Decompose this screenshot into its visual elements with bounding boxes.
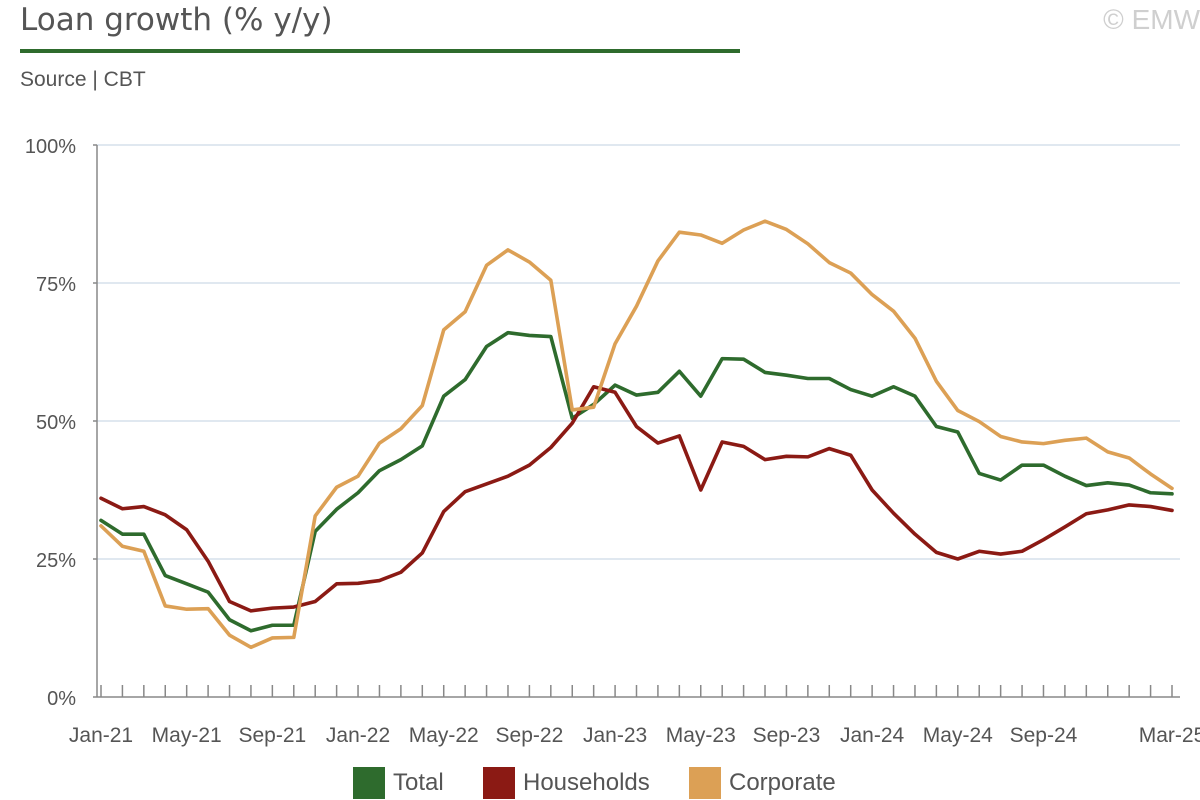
- title-underline: [20, 49, 740, 53]
- x-tick-label: Mar-25: [1139, 724, 1200, 747]
- x-tick-label: Sep-21: [239, 724, 307, 747]
- x-tick-label: Jan-23: [583, 724, 647, 747]
- y-tick-label: 75%: [36, 274, 76, 296]
- legend-swatch-households: [483, 767, 515, 799]
- x-tick-label: Jan-22: [326, 724, 390, 747]
- chart-source: Source | CBT: [20, 68, 146, 91]
- x-tick-label: May-24: [923, 724, 993, 747]
- x-tick-label: Sep-23: [753, 724, 821, 747]
- series-line-corporate: [99, 219, 1174, 650]
- chart-title: Loan growth (% y/y): [20, 2, 333, 38]
- y-tick-label: 100%: [25, 136, 76, 158]
- legend-label-corporate: Corporate: [729, 769, 836, 796]
- x-tick-label: May-22: [409, 724, 479, 747]
- y-tick-label: 25%: [36, 550, 76, 572]
- series-line-total: [99, 330, 1174, 633]
- legend-swatch-total: [353, 767, 385, 799]
- series-line-households: [99, 384, 1174, 613]
- copyright-watermark: © EMW: [1103, 4, 1200, 35]
- legend-item-total: Total: [353, 766, 444, 800]
- y-tick-label: 50%: [36, 412, 76, 434]
- y-tick-label: 0%: [47, 688, 76, 710]
- line-chart: 0% 25% 50% 75% 100% Jan-21 May-21 Sep-21 Jan-22 M…: [25, 136, 1200, 747]
- legend-label-total: Total: [393, 769, 444, 796]
- legend-label-households: Households: [523, 769, 650, 796]
- chart-legend: Total Households Corporate: [0, 764, 1200, 800]
- legend-swatch-corporate: [689, 767, 721, 799]
- legend-item-corporate: Corporate: [689, 766, 836, 800]
- x-tick-label: Jan-21: [69, 724, 133, 747]
- x-tick-label: Sep-22: [496, 724, 564, 747]
- x-tick-label: Sep-24: [1010, 724, 1078, 747]
- legend-item-households: Households: [483, 766, 650, 800]
- x-tick-label: May-21: [152, 724, 222, 747]
- x-tick-label: May-23: [666, 724, 736, 747]
- x-tick-label: Jan-24: [840, 724, 905, 747]
